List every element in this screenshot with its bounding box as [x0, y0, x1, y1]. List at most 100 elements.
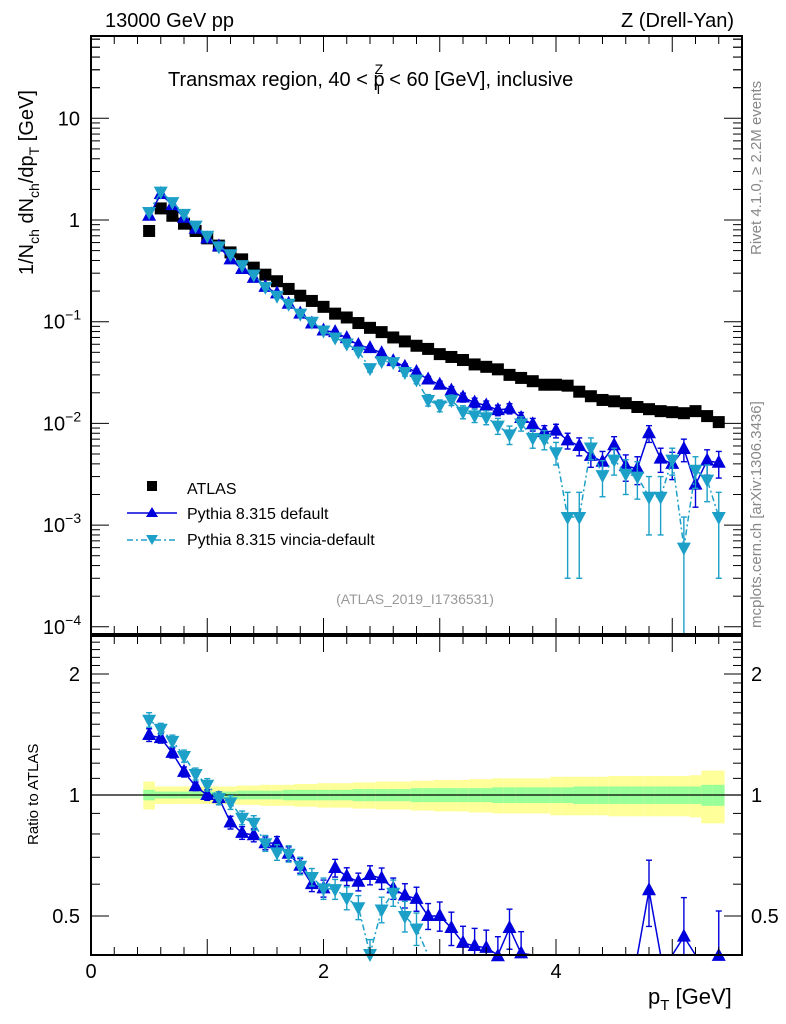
y-axis-label: 1/Nch dNch/dpT [GeV] — [16, 90, 42, 275]
default-point — [456, 389, 470, 403]
atlas-point — [701, 410, 714, 423]
atlas-point — [619, 397, 632, 410]
ratio-point — [281, 848, 296, 862]
ratio-point — [142, 726, 157, 740]
ratio-tick-label-right: 0.5 — [751, 906, 779, 928]
ratio-point — [165, 744, 180, 758]
default-point — [560, 432, 575, 446]
vincia-point — [363, 363, 377, 377]
atlas-point — [503, 368, 516, 381]
atlas-point — [561, 379, 574, 392]
series-atlas — [143, 202, 725, 429]
header-left: 13000 GeV pp — [105, 10, 234, 32]
atlas-point — [550, 378, 562, 391]
vincia-point — [211, 241, 226, 255]
ratio-point — [188, 768, 203, 782]
ratio-point — [223, 814, 238, 828]
vincia-point — [665, 454, 680, 468]
atlas-point — [689, 405, 702, 418]
atlas-point — [677, 407, 690, 420]
atlas-point — [317, 300, 330, 313]
y-tick-label: 10−4 — [43, 612, 81, 639]
vincia-point — [549, 447, 563, 461]
legend-marker-default — [146, 507, 158, 517]
vincia-point — [386, 357, 401, 371]
vincia-point — [537, 434, 552, 448]
atlas-point — [305, 294, 318, 307]
default-point — [479, 397, 494, 411]
vincia-point — [304, 316, 319, 330]
atlas-point — [166, 209, 179, 222]
ratio-point — [409, 923, 424, 937]
default-point — [525, 416, 540, 430]
ratio-point — [421, 908, 436, 922]
ratio-point — [351, 902, 366, 916]
atlas-point — [282, 282, 295, 295]
axes: 0 2 4 10−4 10−3 10−2 10−1 1 10 0.5 0.5 1 1 2 2 — [43, 35, 779, 983]
vincia-point — [270, 290, 284, 304]
vincia-point — [490, 420, 505, 434]
vincia-point — [142, 206, 157, 220]
vincia-point — [409, 374, 424, 388]
rivet-version-text: Rivet 4.1.0, ≥ 2.2M events — [748, 81, 765, 255]
ratio-tick-label-right: 1 — [751, 785, 762, 807]
mcplots-credit-text: mcplots.cern.ch [arXiv:1306.3436] — [748, 401, 765, 628]
ratio-point — [200, 779, 215, 793]
ratio-point — [386, 887, 401, 901]
legend: ATLAS Pythia 8.315 default Pythia 8.315 … — [127, 481, 375, 549]
atlas-point — [608, 395, 621, 408]
vincia-point — [339, 338, 354, 352]
ratio-point — [328, 884, 343, 898]
ratio-point — [200, 787, 215, 800]
ratio-point — [397, 911, 412, 925]
ratio-point — [293, 860, 308, 874]
ratio-point — [456, 934, 470, 948]
vincia-point — [177, 208, 191, 222]
atlas-point — [422, 342, 435, 355]
ratio-point — [177, 751, 191, 765]
atlas-point — [154, 202, 167, 215]
ratio-point — [328, 859, 343, 873]
ratio-point — [223, 797, 238, 811]
ratio-point — [270, 834, 284, 848]
vincia-point — [246, 269, 261, 283]
ratio-point — [409, 890, 424, 904]
ratio-y-axis-label: Ratio to ATLAS — [25, 744, 42, 845]
atlas-point — [375, 326, 388, 339]
vincia-point — [479, 412, 494, 426]
vincia-point — [700, 474, 715, 488]
atlas-point — [387, 331, 400, 344]
default-point — [374, 345, 389, 359]
ratio-point — [467, 938, 482, 952]
ratio-tick-label-right: 2 — [751, 664, 762, 686]
default-point — [607, 437, 622, 451]
ratio-point — [642, 882, 656, 896]
default-point — [432, 376, 447, 390]
ratio-point — [514, 945, 529, 959]
vincia-point — [642, 491, 656, 505]
atlas-point — [468, 358, 481, 371]
ratio-tick-label-left: 1 — [69, 785, 80, 807]
ratio-point — [339, 868, 354, 882]
atlas-point — [584, 390, 597, 403]
legend-marker-atlas — [147, 481, 157, 491]
y-tick-label: 10−1 — [43, 307, 81, 334]
vincia-point — [328, 332, 343, 346]
atlas-point — [259, 268, 272, 281]
ratio-point — [177, 763, 191, 777]
vincia-point — [711, 512, 726, 526]
vincia-point — [630, 471, 645, 485]
legend-label-default: Pythia 8.315 default — [187, 506, 329, 523]
ratio-point — [188, 778, 203, 792]
atlas-point — [364, 321, 376, 334]
vincia-point — [560, 512, 575, 526]
vincia-point — [676, 542, 691, 556]
atlas-point — [457, 354, 469, 367]
default-point — [711, 454, 726, 468]
atlas-point — [491, 363, 504, 376]
atlas-point — [398, 335, 411, 348]
vincia-point — [293, 308, 308, 322]
ratio-point — [153, 723, 168, 737]
ratio-point — [246, 827, 261, 841]
vincia-point — [514, 418, 529, 432]
